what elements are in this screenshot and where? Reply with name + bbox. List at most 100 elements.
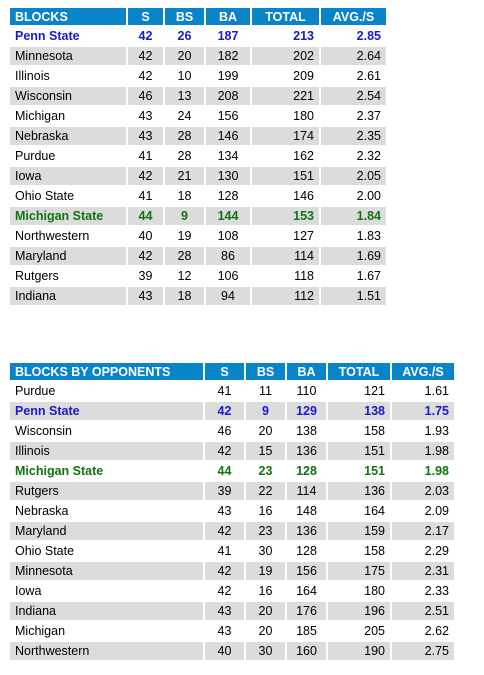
avg-cell: 1.98 bbox=[392, 462, 456, 482]
column-header-bs: BS bbox=[246, 363, 287, 382]
avg-cell: 2.54 bbox=[321, 87, 388, 107]
avg-cell: 1.61 bbox=[392, 382, 456, 402]
ba-cell: 156 bbox=[206, 107, 252, 127]
avg-cell: 1.67 bbox=[321, 267, 388, 287]
column-header-team: BLOCKS bbox=[10, 8, 128, 27]
s-cell: 42 bbox=[128, 67, 165, 87]
ba-cell: 134 bbox=[206, 147, 252, 167]
column-header-ba: BA bbox=[206, 8, 252, 27]
s-cell: 39 bbox=[128, 267, 165, 287]
avg-cell: 2.29 bbox=[392, 542, 456, 562]
table-row: Michigan State 44 9 144 153 1.84 bbox=[10, 207, 388, 227]
s-cell: 43 bbox=[128, 107, 165, 127]
s-cell: 42 bbox=[205, 562, 246, 582]
avg-cell: 2.61 bbox=[321, 67, 388, 87]
total-cell: 190 bbox=[328, 642, 392, 662]
s-cell: 43 bbox=[128, 287, 165, 307]
avg-cell: 2.33 bbox=[392, 582, 456, 602]
total-cell: 118 bbox=[252, 267, 321, 287]
table-row: Ohio State 41 30 128 158 2.29 bbox=[10, 542, 456, 562]
column-header-s: S bbox=[205, 363, 246, 382]
bs-cell: 19 bbox=[246, 562, 287, 582]
s-cell: 41 bbox=[128, 187, 165, 207]
table-row: Maryland 42 28 86 114 1.69 bbox=[10, 247, 388, 267]
total-cell: 196 bbox=[328, 602, 392, 622]
avg-cell: 2.85 bbox=[321, 27, 388, 47]
team-cell: Maryland bbox=[10, 247, 128, 267]
total-cell: 158 bbox=[328, 542, 392, 562]
avg-cell: 2.03 bbox=[392, 482, 456, 502]
team-cell: Ohio State bbox=[10, 187, 128, 207]
bs-cell: 24 bbox=[165, 107, 206, 127]
s-cell: 41 bbox=[205, 542, 246, 562]
s-cell: 41 bbox=[128, 147, 165, 167]
bs-cell: 30 bbox=[246, 542, 287, 562]
avg-cell: 1.84 bbox=[321, 207, 388, 227]
column-header-total: TOTAL bbox=[252, 8, 321, 27]
table-row: Illinois 42 15 136 151 1.98 bbox=[10, 442, 456, 462]
s-cell: 42 bbox=[128, 167, 165, 187]
team-cell: Michigan State bbox=[10, 462, 205, 482]
bs-cell: 11 bbox=[246, 382, 287, 402]
team-cell: Michigan State bbox=[10, 207, 128, 227]
table-row: Rutgers 39 22 114 136 2.03 bbox=[10, 482, 456, 502]
team-cell: Ohio State bbox=[10, 542, 205, 562]
team-cell: Nebraska bbox=[10, 127, 128, 147]
ba-cell: 160 bbox=[287, 642, 328, 662]
total-cell: 151 bbox=[328, 442, 392, 462]
s-cell: 42 bbox=[128, 27, 165, 47]
team-cell: Iowa bbox=[10, 167, 128, 187]
s-cell: 44 bbox=[205, 462, 246, 482]
table-row: Michigan State 44 23 128 151 1.98 bbox=[10, 462, 456, 482]
ba-cell: 108 bbox=[206, 227, 252, 247]
total-cell: 136 bbox=[328, 482, 392, 502]
total-cell: 158 bbox=[328, 422, 392, 442]
bs-cell: 19 bbox=[165, 227, 206, 247]
team-cell: Northwestern bbox=[10, 642, 205, 662]
avg-cell: 1.51 bbox=[321, 287, 388, 307]
total-cell: 151 bbox=[252, 167, 321, 187]
s-cell: 44 bbox=[128, 207, 165, 227]
ba-cell: 164 bbox=[287, 582, 328, 602]
blocks-header-row: BLOCKS S BS BA TOTAL AVG./S bbox=[10, 8, 388, 27]
avg-cell: 2.51 bbox=[392, 602, 456, 622]
bs-cell: 15 bbox=[246, 442, 287, 462]
ba-cell: 136 bbox=[287, 522, 328, 542]
s-cell: 42 bbox=[205, 402, 246, 422]
ba-cell: 129 bbox=[287, 402, 328, 422]
s-cell: 46 bbox=[128, 87, 165, 107]
total-cell: 180 bbox=[328, 582, 392, 602]
bs-cell: 26 bbox=[165, 27, 206, 47]
table-row: Wisconsin 46 13 208 221 2.54 bbox=[10, 87, 388, 107]
team-cell: Indiana bbox=[10, 287, 128, 307]
team-cell: Indiana bbox=[10, 602, 205, 622]
s-cell: 40 bbox=[205, 642, 246, 662]
table-row: Penn State 42 26 187 213 2.85 bbox=[10, 27, 388, 47]
bs-cell: 30 bbox=[246, 642, 287, 662]
ba-cell: 144 bbox=[206, 207, 252, 227]
ba-cell: 128 bbox=[287, 462, 328, 482]
table-row: Wisconsin 46 20 138 158 1.93 bbox=[10, 422, 456, 442]
bs-cell: 28 bbox=[165, 127, 206, 147]
bs-cell: 9 bbox=[246, 402, 287, 422]
table-row: Maryland 42 23 136 159 2.17 bbox=[10, 522, 456, 542]
total-cell: 114 bbox=[252, 247, 321, 267]
table-row: Iowa 42 16 164 180 2.33 bbox=[10, 582, 456, 602]
total-cell: 221 bbox=[252, 87, 321, 107]
total-cell: 202 bbox=[252, 47, 321, 67]
table-row: Nebraska 43 28 146 174 2.35 bbox=[10, 127, 388, 147]
total-cell: 127 bbox=[252, 227, 321, 247]
avg-cell: 2.31 bbox=[392, 562, 456, 582]
avg-cell: 1.69 bbox=[321, 247, 388, 267]
team-cell: Wisconsin bbox=[10, 422, 205, 442]
avg-cell: 2.64 bbox=[321, 47, 388, 67]
avg-cell: 2.62 bbox=[392, 622, 456, 642]
avg-cell: 1.83 bbox=[321, 227, 388, 247]
team-cell: Rutgers bbox=[10, 267, 128, 287]
s-cell: 41 bbox=[205, 382, 246, 402]
ba-cell: 106 bbox=[206, 267, 252, 287]
team-cell: Minnesota bbox=[10, 47, 128, 67]
ba-cell: 156 bbox=[287, 562, 328, 582]
bs-cell: 23 bbox=[246, 522, 287, 542]
table-row: Indiana 43 18 94 112 1.51 bbox=[10, 287, 388, 307]
